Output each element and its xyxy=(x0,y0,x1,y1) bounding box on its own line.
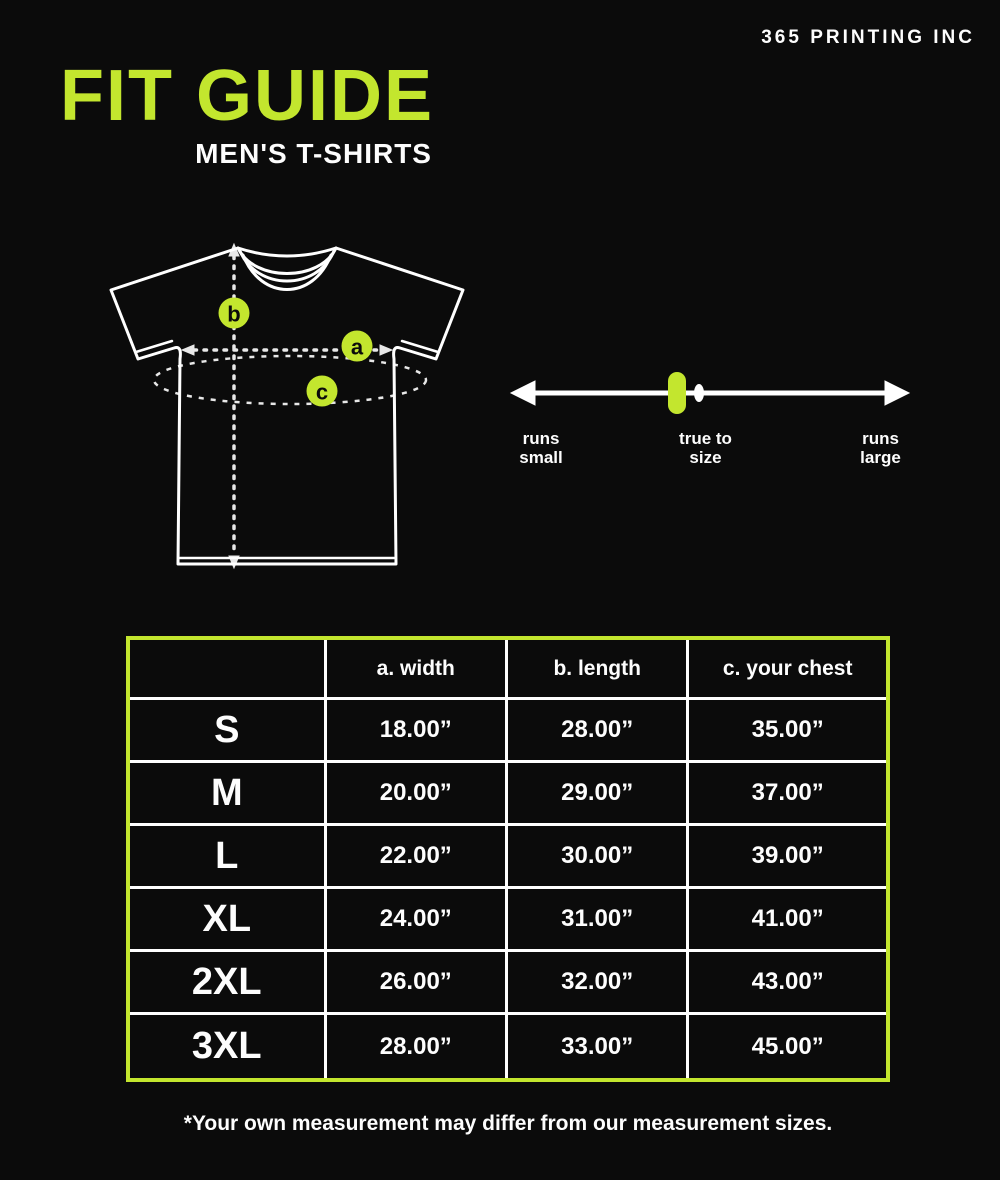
tshirt-outline xyxy=(109,246,465,566)
fit-scale-label-true-to-size: true to size xyxy=(679,429,732,467)
chest-value: 41.00” xyxy=(689,889,886,952)
length-value: 30.00” xyxy=(507,826,690,889)
marker-b: b xyxy=(218,297,250,329)
size-label: 2XL xyxy=(130,952,327,1015)
width-value: 28.00” xyxy=(326,1015,508,1078)
fit-scale-arrow xyxy=(509,380,911,406)
header-length: b. length xyxy=(507,640,690,700)
size-label: XL xyxy=(130,889,327,952)
brand-name: 365 PRINTING INC xyxy=(761,27,975,48)
measurement-disclaimer: *Your own measurement may differ from ou… xyxy=(183,1112,833,1135)
page-title: FIT GUIDE xyxy=(60,56,434,136)
size-label: S xyxy=(130,700,327,763)
marker-c: c xyxy=(306,375,338,407)
table-row-2xl: 2XL 26.00” 32.00” 43.00” xyxy=(130,952,886,1015)
table-row-3xl: 3XL 28.00” 33.00” 45.00” xyxy=(130,1015,886,1078)
size-label: L xyxy=(130,826,327,889)
width-value: 26.00” xyxy=(326,952,508,1015)
width-value: 18.00” xyxy=(326,700,508,763)
marker-b-label: b xyxy=(227,302,240,327)
arrow-left-icon xyxy=(180,344,195,356)
header-chest: c. your chest xyxy=(689,640,886,700)
marker-a-label: a xyxy=(351,335,364,360)
header-width: a. width xyxy=(326,640,508,700)
chest-value: 45.00” xyxy=(689,1015,886,1078)
title-block: FIT GUIDE MEN'S T-SHIRTS xyxy=(60,60,432,170)
length-value: 33.00” xyxy=(507,1015,690,1078)
arrow-right-icon xyxy=(884,380,911,406)
page-subtitle: MEN'S T-SHIRTS xyxy=(195,138,432,169)
fit-scale xyxy=(509,372,911,414)
table-header-row: a. width b. length c. your chest xyxy=(130,640,886,700)
length-measure-line xyxy=(228,242,240,570)
right-cuff-line xyxy=(400,339,440,354)
tshirt-measurement-diagram: b a c xyxy=(109,242,465,570)
size-label: M xyxy=(130,763,327,826)
table-row-l: L 22.00” 30.00” 39.00” xyxy=(130,826,886,889)
marker-c-label: c xyxy=(316,380,328,405)
header-size xyxy=(130,640,327,700)
width-value: 22.00” xyxy=(326,826,508,889)
chest-value: 39.00” xyxy=(689,826,886,889)
arrow-right-icon xyxy=(379,344,394,356)
arrow-left-icon xyxy=(509,380,536,406)
length-value: 31.00” xyxy=(507,889,690,952)
left-cuff-line xyxy=(134,339,174,354)
width-measure-line xyxy=(180,344,394,356)
size-label: 3XL xyxy=(130,1015,327,1078)
fit-scale-label-runs-large: runs large xyxy=(860,429,901,467)
width-value: 24.00” xyxy=(326,889,508,952)
marker-a: a xyxy=(341,330,373,362)
table-row-xl: XL 24.00” 31.00” 41.00” xyxy=(130,889,886,952)
fit-scale-indicator xyxy=(668,372,686,414)
length-value: 29.00” xyxy=(507,763,690,826)
width-value: 20.00” xyxy=(326,763,508,826)
chest-value: 35.00” xyxy=(689,700,886,763)
size-chart-table: a. width b. length c. your chest S 18.00… xyxy=(126,636,890,1082)
fit-scale-tick-dot xyxy=(694,384,704,402)
chest-value: 37.00” xyxy=(689,763,886,826)
chest-circumference-ellipse xyxy=(152,354,428,406)
table-row-s: S 18.00” 28.00” 35.00” xyxy=(130,700,886,763)
chest-value: 43.00” xyxy=(689,952,886,1015)
fit-scale-label-runs-small: runs small xyxy=(519,429,563,467)
length-value: 28.00” xyxy=(507,700,690,763)
table-row-m: M 20.00” 29.00” 37.00” xyxy=(130,763,886,826)
length-value: 32.00” xyxy=(507,952,690,1015)
